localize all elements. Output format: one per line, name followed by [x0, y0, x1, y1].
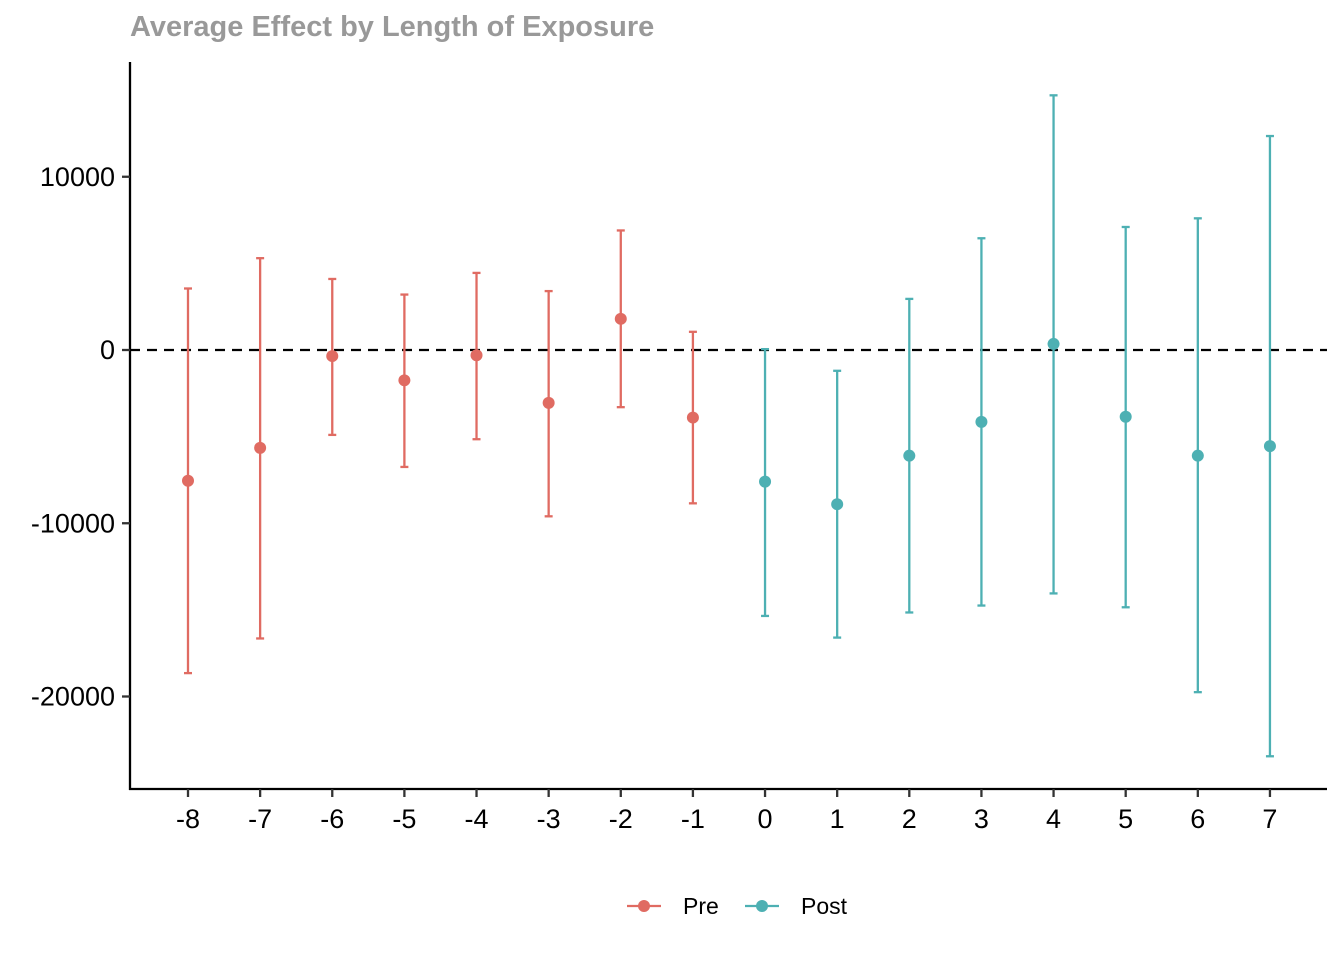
data-point: [1047, 337, 1060, 350]
data-point: [1263, 440, 1276, 453]
x-tick-label: 4: [1046, 804, 1061, 834]
series-layer: [182, 94, 1276, 758]
x-tick-label: -7: [248, 804, 272, 834]
chart-title: Average Effect by Length of Exposure: [130, 11, 655, 43]
data-point: [831, 498, 844, 511]
x-tick-label: -1: [681, 804, 705, 834]
legend: Pre Post: [627, 893, 848, 919]
x-tick-label: 2: [902, 804, 917, 834]
y-tick-label: -10000: [31, 508, 115, 538]
x-tick-label: 6: [1190, 804, 1205, 834]
x-tick-label: 7: [1262, 804, 1277, 834]
y-tick-label: -20000: [31, 682, 115, 712]
data-point: [1119, 410, 1132, 423]
data-point: [975, 415, 988, 428]
data-point: [398, 374, 411, 387]
x-tick-label: -2: [609, 804, 633, 834]
data-point: [470, 349, 483, 362]
x-tick-label: -8: [176, 804, 200, 834]
legend-key-point: [638, 900, 650, 912]
x-tick-label: 3: [974, 804, 989, 834]
data-point: [326, 350, 339, 363]
data-point: [614, 312, 627, 325]
legend-key-point: [756, 900, 768, 912]
x-tick-label: 0: [758, 804, 773, 834]
axes-layer: 10000 0 -10000 -20000 -8 -7 -6 -5 -4 -3 -2 -1 0 1 2 3 4 5…: [31, 62, 1327, 834]
data-point: [1191, 449, 1204, 462]
data-point: [182, 474, 194, 487]
data-point: [686, 411, 699, 424]
data-point: [759, 475, 772, 488]
data-point: [254, 441, 267, 454]
legend-label: Pre: [683, 893, 719, 919]
legend-label: Post: [801, 893, 848, 919]
x-tick-label: -4: [465, 804, 489, 834]
x-tick-label: 5: [1118, 804, 1133, 834]
y-tick-label: 0: [100, 335, 115, 365]
x-tick-label: -6: [320, 804, 344, 834]
x-tick-label: -3: [537, 804, 561, 834]
data-point: [542, 396, 555, 409]
data-point: [903, 449, 916, 462]
y-tick-label: 10000: [40, 162, 115, 192]
x-tick-label: 1: [830, 804, 845, 834]
x-tick-label: -5: [392, 804, 416, 834]
